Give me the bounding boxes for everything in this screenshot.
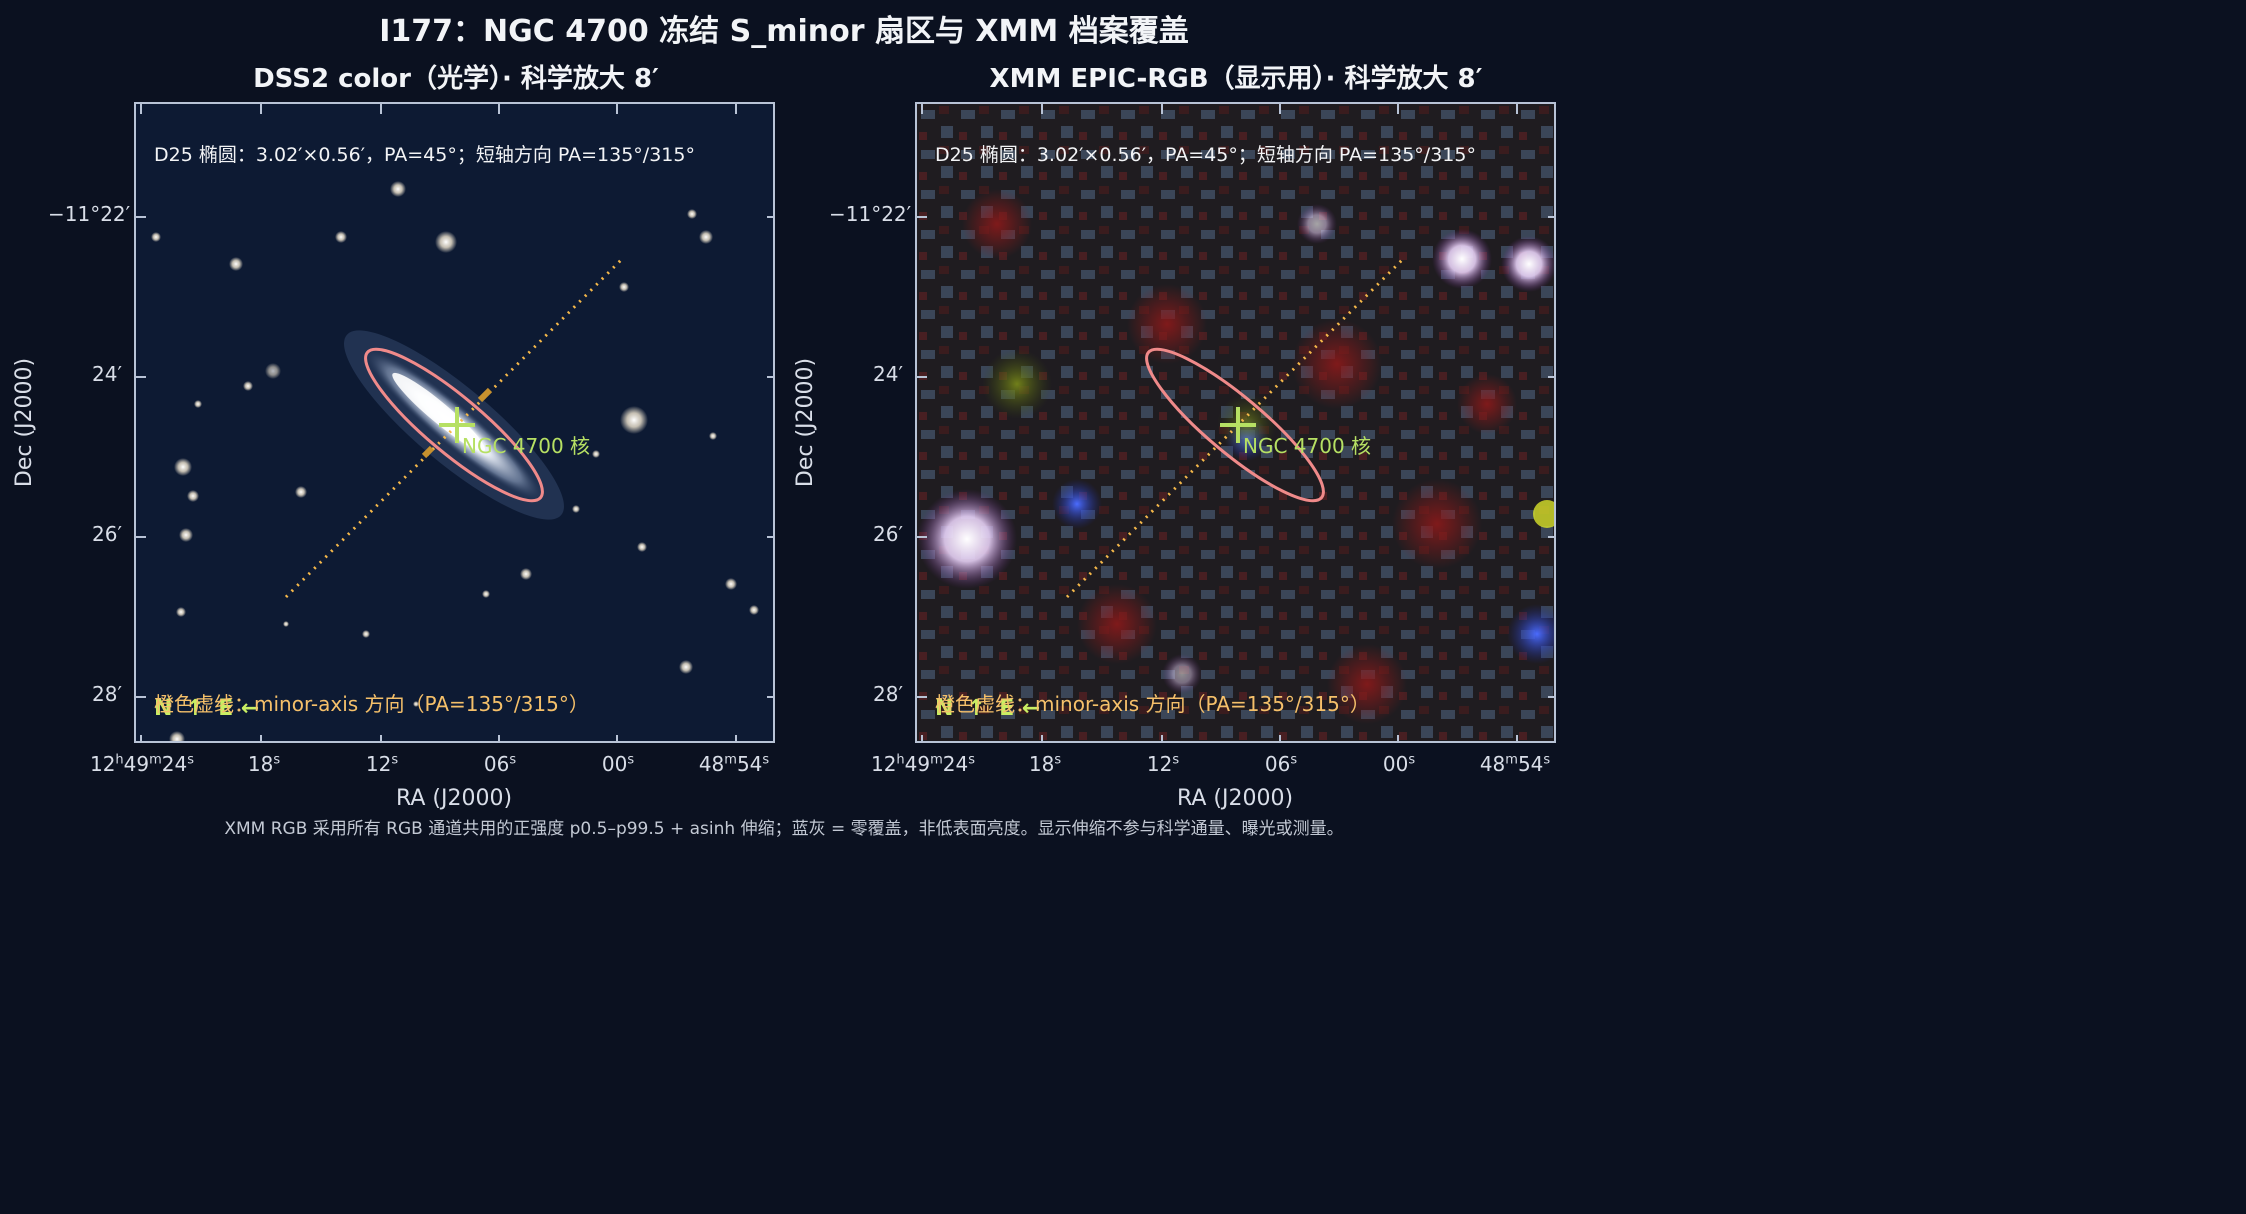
ra-tick-4: 00s (1382, 752, 1416, 776)
ra-tick-1: 18s (247, 752, 281, 776)
xray-sources (917, 189, 1554, 724)
ra-tick-1: 18s (1028, 752, 1062, 776)
nucleus-marker (439, 407, 475, 443)
dec-tick-2: 26′ (873, 522, 903, 546)
ra-tick-3: 06s (1264, 752, 1298, 776)
right-panel-title: XMM EPIC-RGB（显示用）· 科学放大 8′ (989, 64, 1483, 94)
xmm-rgb-image (917, 104, 1554, 741)
dec-tick-2: 26′ (92, 522, 122, 546)
dec-axis-title: Dec (J2000) (793, 357, 819, 488)
ra-axis-title: RA (J2000) (395, 786, 513, 811)
compass-east: E (999, 696, 1015, 721)
minor-axis-note: 橙色虚线：minor-axis 方向（PA=135°/315°） (154, 692, 589, 716)
dec-tick-3: 28′ (873, 682, 903, 706)
ra-tick-2: 12s (1146, 752, 1180, 776)
d25-ellipse-note: D25 椭圆：3.02′×0.56′，PA=45°；短轴方向 PA=135°/3… (154, 144, 695, 166)
xmm-rgb-panel[interactable]: D25 椭圆：3.02′×0.56′，PA=45°；短轴方向 PA=135°/3… (915, 102, 1556, 743)
ra-tick-2: 12s (365, 752, 399, 776)
ra-tick-0: 12h49m24s (870, 752, 976, 776)
minor-axis-note: 橙色虚线：minor-axis 方向（PA=135°/315°） (935, 692, 1370, 716)
compass-east: E (218, 696, 234, 721)
dec-tick-1: 24′ (873, 362, 903, 386)
ra-tick-4: 00s (601, 752, 635, 776)
ra-tick-5: 48m54s (698, 752, 770, 776)
compass: N ↑ E ← (935, 696, 1041, 721)
compass-north: N (154, 696, 173, 721)
dec-tick-0: −11°22′ (48, 202, 131, 226)
ra-tick-5: 48m54s (1479, 752, 1551, 776)
figure-title: I177：NGC 4700 冻结 S_minor 扇区与 XMM 档案覆盖 (379, 14, 1189, 49)
dss2-optical-image (136, 104, 773, 741)
dss2-optical-panel[interactable]: D25 椭圆：3.02′×0.56′，PA=45°；短轴方向 PA=135°/3… (134, 102, 775, 743)
d25-ellipse (364, 347, 544, 503)
ra-tick-0: 12h49m24s (89, 752, 195, 776)
nucleus-marker (1220, 407, 1256, 443)
ra-axis-title: RA (J2000) (1176, 786, 1294, 811)
dec-tick-1: 24′ (92, 362, 122, 386)
left-panel-title: DSS2 color（光学）· 科学放大 8′ (253, 64, 659, 94)
nucleus-label: NGC 4700 核 (1243, 434, 1372, 458)
d25-ellipse (1145, 347, 1325, 503)
dec-tick-0: −11°22′ (829, 202, 912, 226)
field-stars (151, 181, 759, 741)
d25-ellipse-note: D25 椭圆：3.02′×0.56′，PA=45°；短轴方向 PA=135°/3… (935, 144, 1476, 166)
ra-tick-3: 06s (483, 752, 517, 776)
compass-north: N (935, 696, 954, 721)
footnote: XMM RGB 采用所有 RGB 通道共用的正强度 p0.5–p99.5 + a… (224, 819, 1344, 839)
compass: N ↑ E ← (154, 696, 260, 721)
nucleus-label: NGC 4700 核 (462, 434, 591, 458)
dec-axis-title: Dec (J2000) (12, 357, 38, 488)
dec-tick-3: 28′ (92, 682, 122, 706)
